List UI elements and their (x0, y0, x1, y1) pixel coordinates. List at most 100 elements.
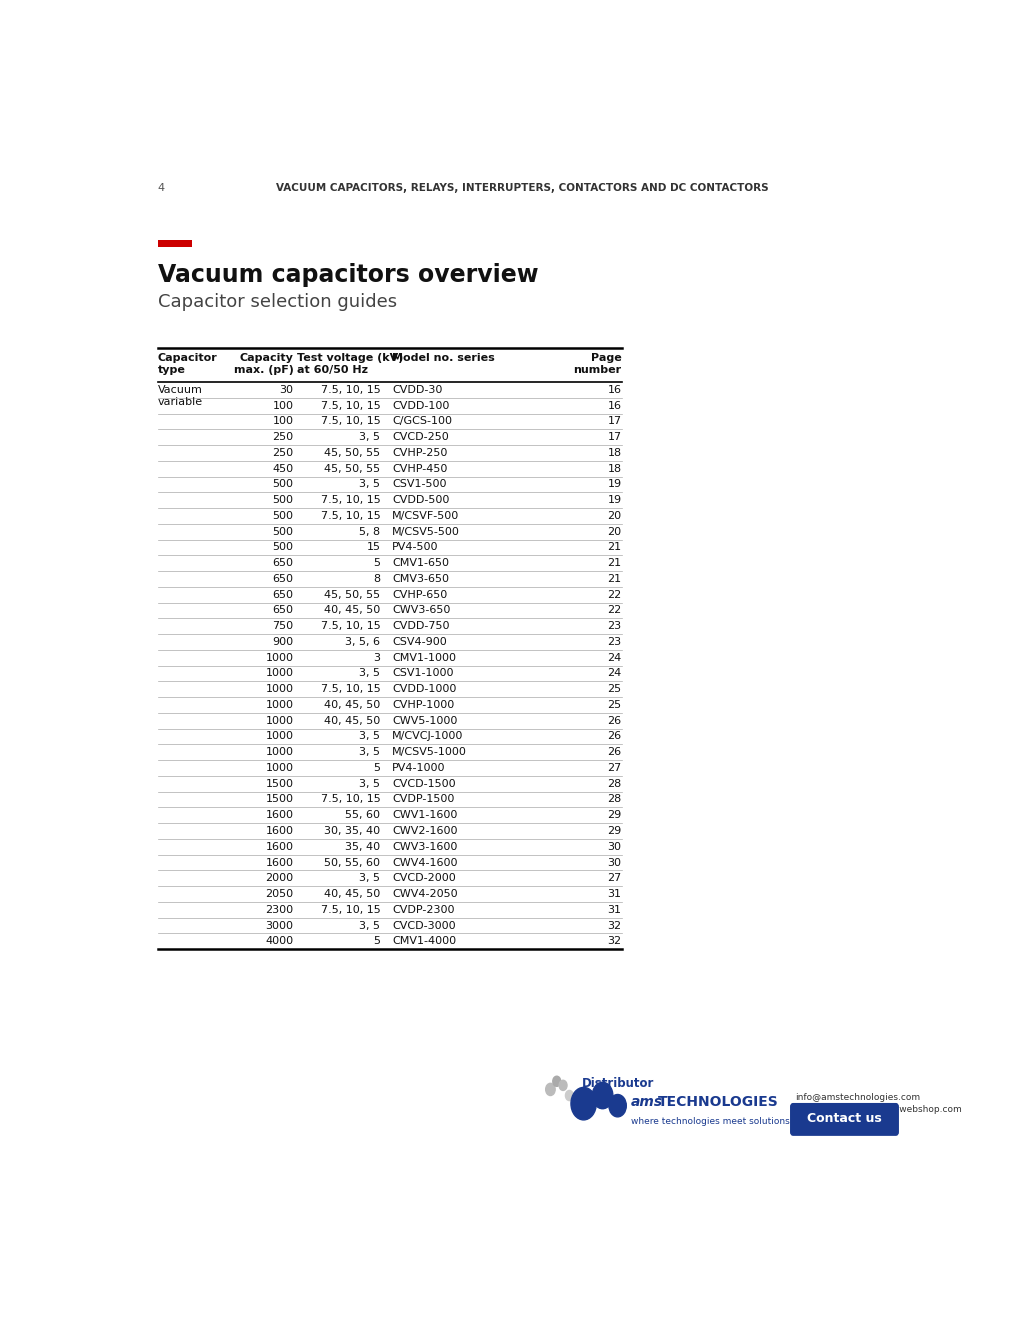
Text: 21: 21 (607, 558, 621, 568)
Text: 4000: 4000 (265, 936, 293, 946)
Text: 19: 19 (607, 495, 621, 506)
Text: where technologies meet solutions: where technologies meet solutions (631, 1118, 789, 1126)
Text: 7.5, 10, 15: 7.5, 10, 15 (320, 416, 380, 426)
Text: 250: 250 (272, 447, 293, 458)
Text: 25: 25 (607, 700, 621, 710)
Text: 32: 32 (607, 936, 621, 946)
Text: 650: 650 (272, 590, 293, 599)
Text: VACUUM CAPACITORS, RELAYS, INTERRUPTERS, CONTACTORS AND DC CONTACTORS: VACUUM CAPACITORS, RELAYS, INTERRUPTERS,… (276, 182, 768, 193)
Text: 30, 35, 40: 30, 35, 40 (324, 826, 380, 836)
Text: 5: 5 (373, 936, 380, 946)
Text: CVCD-250: CVCD-250 (392, 432, 448, 442)
Bar (157, 240, 193, 247)
Text: 3, 5: 3, 5 (359, 747, 380, 758)
Text: 31: 31 (607, 904, 621, 915)
Text: 7.5, 10, 15: 7.5, 10, 15 (320, 684, 380, 694)
Text: M/CSVF-500: M/CSVF-500 (392, 511, 460, 521)
Text: 5: 5 (373, 558, 380, 568)
Text: CVDD-750: CVDD-750 (392, 622, 449, 631)
Text: 19: 19 (607, 479, 621, 490)
Text: 650: 650 (272, 606, 293, 615)
Text: 23: 23 (607, 638, 621, 647)
Text: 7.5, 10, 15: 7.5, 10, 15 (320, 904, 380, 915)
Text: 1500: 1500 (265, 779, 293, 789)
Text: 3, 5: 3, 5 (359, 668, 380, 678)
Text: CMV3-650: CMV3-650 (392, 574, 449, 583)
Text: 5, 8: 5, 8 (359, 527, 380, 537)
Text: Model no. series: Model no. series (392, 352, 494, 363)
Text: 7.5, 10, 15: 7.5, 10, 15 (320, 401, 380, 411)
Text: 100: 100 (272, 416, 293, 426)
Text: 450: 450 (272, 463, 293, 474)
Text: CSV4-900: CSV4-900 (392, 638, 446, 647)
Text: 45, 50, 55: 45, 50, 55 (324, 447, 380, 458)
Text: Vacuum capacitors overview: Vacuum capacitors overview (157, 263, 538, 286)
Text: 7.5, 10, 15: 7.5, 10, 15 (320, 622, 380, 631)
Text: 29: 29 (606, 826, 621, 836)
Text: 23: 23 (607, 622, 621, 631)
Text: 1000: 1000 (265, 715, 293, 726)
Circle shape (571, 1088, 596, 1119)
Text: Capacitor selection guides: Capacitor selection guides (157, 293, 396, 310)
Text: 45, 50, 55: 45, 50, 55 (324, 590, 380, 599)
Text: 1600: 1600 (265, 826, 293, 836)
Text: CVDP-1500: CVDP-1500 (392, 795, 454, 804)
Text: 1600: 1600 (265, 810, 293, 820)
Text: 22: 22 (606, 606, 621, 615)
Circle shape (552, 1076, 560, 1086)
Text: 17: 17 (607, 416, 621, 426)
Text: 26: 26 (607, 731, 621, 742)
Text: 7.5, 10, 15: 7.5, 10, 15 (320, 511, 380, 521)
Text: CMV1-650: CMV1-650 (392, 558, 449, 568)
Text: 40, 45, 50: 40, 45, 50 (324, 715, 380, 726)
Text: CWV3-1600: CWV3-1600 (392, 842, 458, 851)
Text: 1000: 1000 (265, 652, 293, 663)
Text: 1000: 1000 (265, 763, 293, 774)
Text: 250: 250 (272, 432, 293, 442)
Text: 40, 45, 50: 40, 45, 50 (324, 606, 380, 615)
Text: 3, 5: 3, 5 (359, 874, 380, 883)
Text: 3, 5: 3, 5 (359, 920, 380, 931)
Text: info@amstechnologies.com: info@amstechnologies.com (795, 1093, 920, 1102)
Text: M/CVCJ-1000: M/CVCJ-1000 (392, 731, 464, 742)
Text: www.amstechnologies-webshop.com: www.amstechnologies-webshop.com (795, 1105, 961, 1114)
Text: Test voltage (kV)
at 60/50 Hz: Test voltage (kV) at 60/50 Hz (298, 352, 404, 375)
Text: 2300: 2300 (265, 904, 293, 915)
Circle shape (565, 1090, 573, 1101)
Text: 650: 650 (272, 574, 293, 583)
Text: 50, 55, 60: 50, 55, 60 (324, 858, 380, 867)
Text: 500: 500 (272, 527, 293, 537)
Text: PV4-1000: PV4-1000 (392, 763, 445, 774)
Text: 1000: 1000 (265, 747, 293, 758)
Text: 30: 30 (607, 842, 621, 851)
Text: 20: 20 (607, 511, 621, 521)
Text: 1500: 1500 (265, 795, 293, 804)
Text: 32: 32 (607, 920, 621, 931)
Text: 30: 30 (607, 858, 621, 867)
Text: 3, 5: 3, 5 (359, 479, 380, 490)
Text: CWV2-1600: CWV2-1600 (392, 826, 458, 836)
Text: 27: 27 (606, 763, 621, 774)
Text: 2050: 2050 (265, 888, 293, 899)
Text: Distributor: Distributor (581, 1077, 653, 1090)
Circle shape (558, 1080, 567, 1090)
Circle shape (592, 1082, 612, 1109)
Text: 30: 30 (279, 385, 293, 395)
Text: CVHP-250: CVHP-250 (392, 447, 447, 458)
Text: CSV1-1000: CSV1-1000 (392, 668, 453, 678)
Circle shape (608, 1094, 626, 1117)
Text: 4: 4 (157, 182, 164, 193)
Text: 18: 18 (607, 447, 621, 458)
Text: 3000: 3000 (265, 920, 293, 931)
Text: CWV5-1000: CWV5-1000 (392, 715, 458, 726)
Text: CVCD-2000: CVCD-2000 (392, 874, 455, 883)
Text: 1000: 1000 (265, 700, 293, 710)
Text: 8: 8 (373, 574, 380, 583)
Text: CWV4-2050: CWV4-2050 (392, 888, 458, 899)
Text: C/GCS-100: C/GCS-100 (392, 416, 451, 426)
Text: CMV1-1000: CMV1-1000 (392, 652, 455, 663)
Text: CVDP-2300: CVDP-2300 (392, 904, 454, 915)
Text: CVDD-1000: CVDD-1000 (392, 684, 457, 694)
Text: 40, 45, 50: 40, 45, 50 (324, 888, 380, 899)
Text: PV4-500: PV4-500 (392, 543, 438, 553)
